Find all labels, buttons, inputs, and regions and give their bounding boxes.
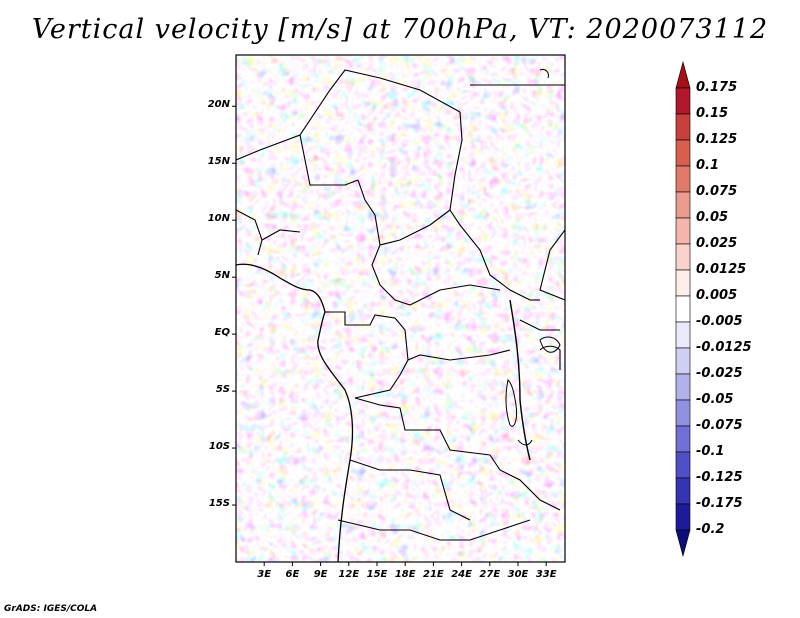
- colorbar-label: 0.1: [696, 158, 720, 173]
- colorbar-segment: [675, 347, 691, 375]
- colorbar-segment: [675, 373, 691, 401]
- colorbar-label: 0.025: [696, 236, 738, 251]
- lat-label-15n: 15N: [207, 156, 230, 168]
- lat-label-20n: 20N: [207, 99, 230, 111]
- colorbar-segment: [675, 139, 691, 167]
- colorbar-label: 0.05: [696, 210, 729, 225]
- colorbar-label: -0.1: [696, 444, 725, 459]
- lon-label-6e: 6E: [285, 569, 300, 580]
- colorbar-label: -0.075: [696, 418, 743, 433]
- colorbar-label: -0.2: [696, 522, 725, 537]
- colorbar-label: -0.175: [696, 496, 743, 511]
- colorbar-segment: [675, 529, 691, 558]
- lat-label-eq: EQ: [214, 327, 230, 339]
- lon-label-3e: 3E: [257, 569, 272, 580]
- colorbar-segment: [675, 113, 691, 141]
- colorbar-segment: [675, 165, 691, 193]
- lat-label-10n: 10N: [207, 213, 230, 225]
- colorbar-label: -0.05: [696, 392, 734, 407]
- lon-label-18e: 18E: [394, 569, 416, 580]
- lon-label-21e: 21E: [423, 569, 444, 580]
- colorbar-label: 0.15: [696, 106, 729, 121]
- colorbar-label: -0.005: [696, 314, 743, 329]
- colorbar-segment: [675, 217, 691, 245]
- colorbar-segment: [675, 87, 691, 115]
- lat-label-5s: 5S: [215, 384, 230, 396]
- colorbar-segment: [675, 477, 691, 505]
- grads-credit: GrADS: IGES/COLA: [4, 604, 98, 614]
- lon-label-27e: 27E: [479, 569, 501, 580]
- colorbar-segment: [675, 451, 691, 479]
- colorbar-segment: [675, 191, 691, 219]
- colorbar-segment: [675, 295, 691, 323]
- colorbar-segment: [675, 269, 691, 297]
- colorbar: [675, 60, 691, 558]
- colorbar-label: 0.125: [696, 132, 738, 147]
- lon-label-33e: 33E: [535, 569, 557, 580]
- lon-label-15e: 15E: [366, 569, 388, 580]
- lat-label-15s: 15S: [208, 498, 230, 510]
- lon-label-24e: 24E: [451, 569, 472, 580]
- lon-label-9e: 9E: [313, 569, 328, 580]
- vertical-velocity-field: [236, 55, 565, 562]
- colorbar-label: 0.005: [696, 288, 738, 303]
- colorbar-segment: [675, 243, 691, 271]
- colorbar-segment: [675, 503, 691, 531]
- colorbar-segment: [675, 425, 691, 453]
- lat-label-10s: 10S: [208, 441, 230, 453]
- colorbar-label: 0.075: [696, 184, 738, 199]
- colorbar-label: 0.0125: [696, 262, 747, 277]
- lakes: [505, 69, 561, 446]
- colorbar-label: -0.125: [696, 470, 743, 485]
- colorbar-segment: [675, 321, 691, 349]
- colorbar-label: -0.0125: [696, 340, 752, 355]
- axis-ticks: [232, 105, 547, 566]
- lat-label-5n: 5N: [214, 270, 230, 282]
- colorbar-segment: [675, 399, 691, 427]
- map-title: Vertical velocity [m/s] at 700hPa, VT: 2…: [31, 14, 769, 45]
- country-borders: [236, 69, 565, 562]
- colorbar-label: 0.175: [696, 80, 738, 95]
- colorbar-segment: [675, 60, 691, 89]
- lon-label-30e: 30E: [507, 569, 529, 580]
- colorbar-label: -0.025: [696, 366, 743, 381]
- lon-label-12e: 12E: [338, 569, 360, 580]
- map-frame: [235, 54, 566, 563]
